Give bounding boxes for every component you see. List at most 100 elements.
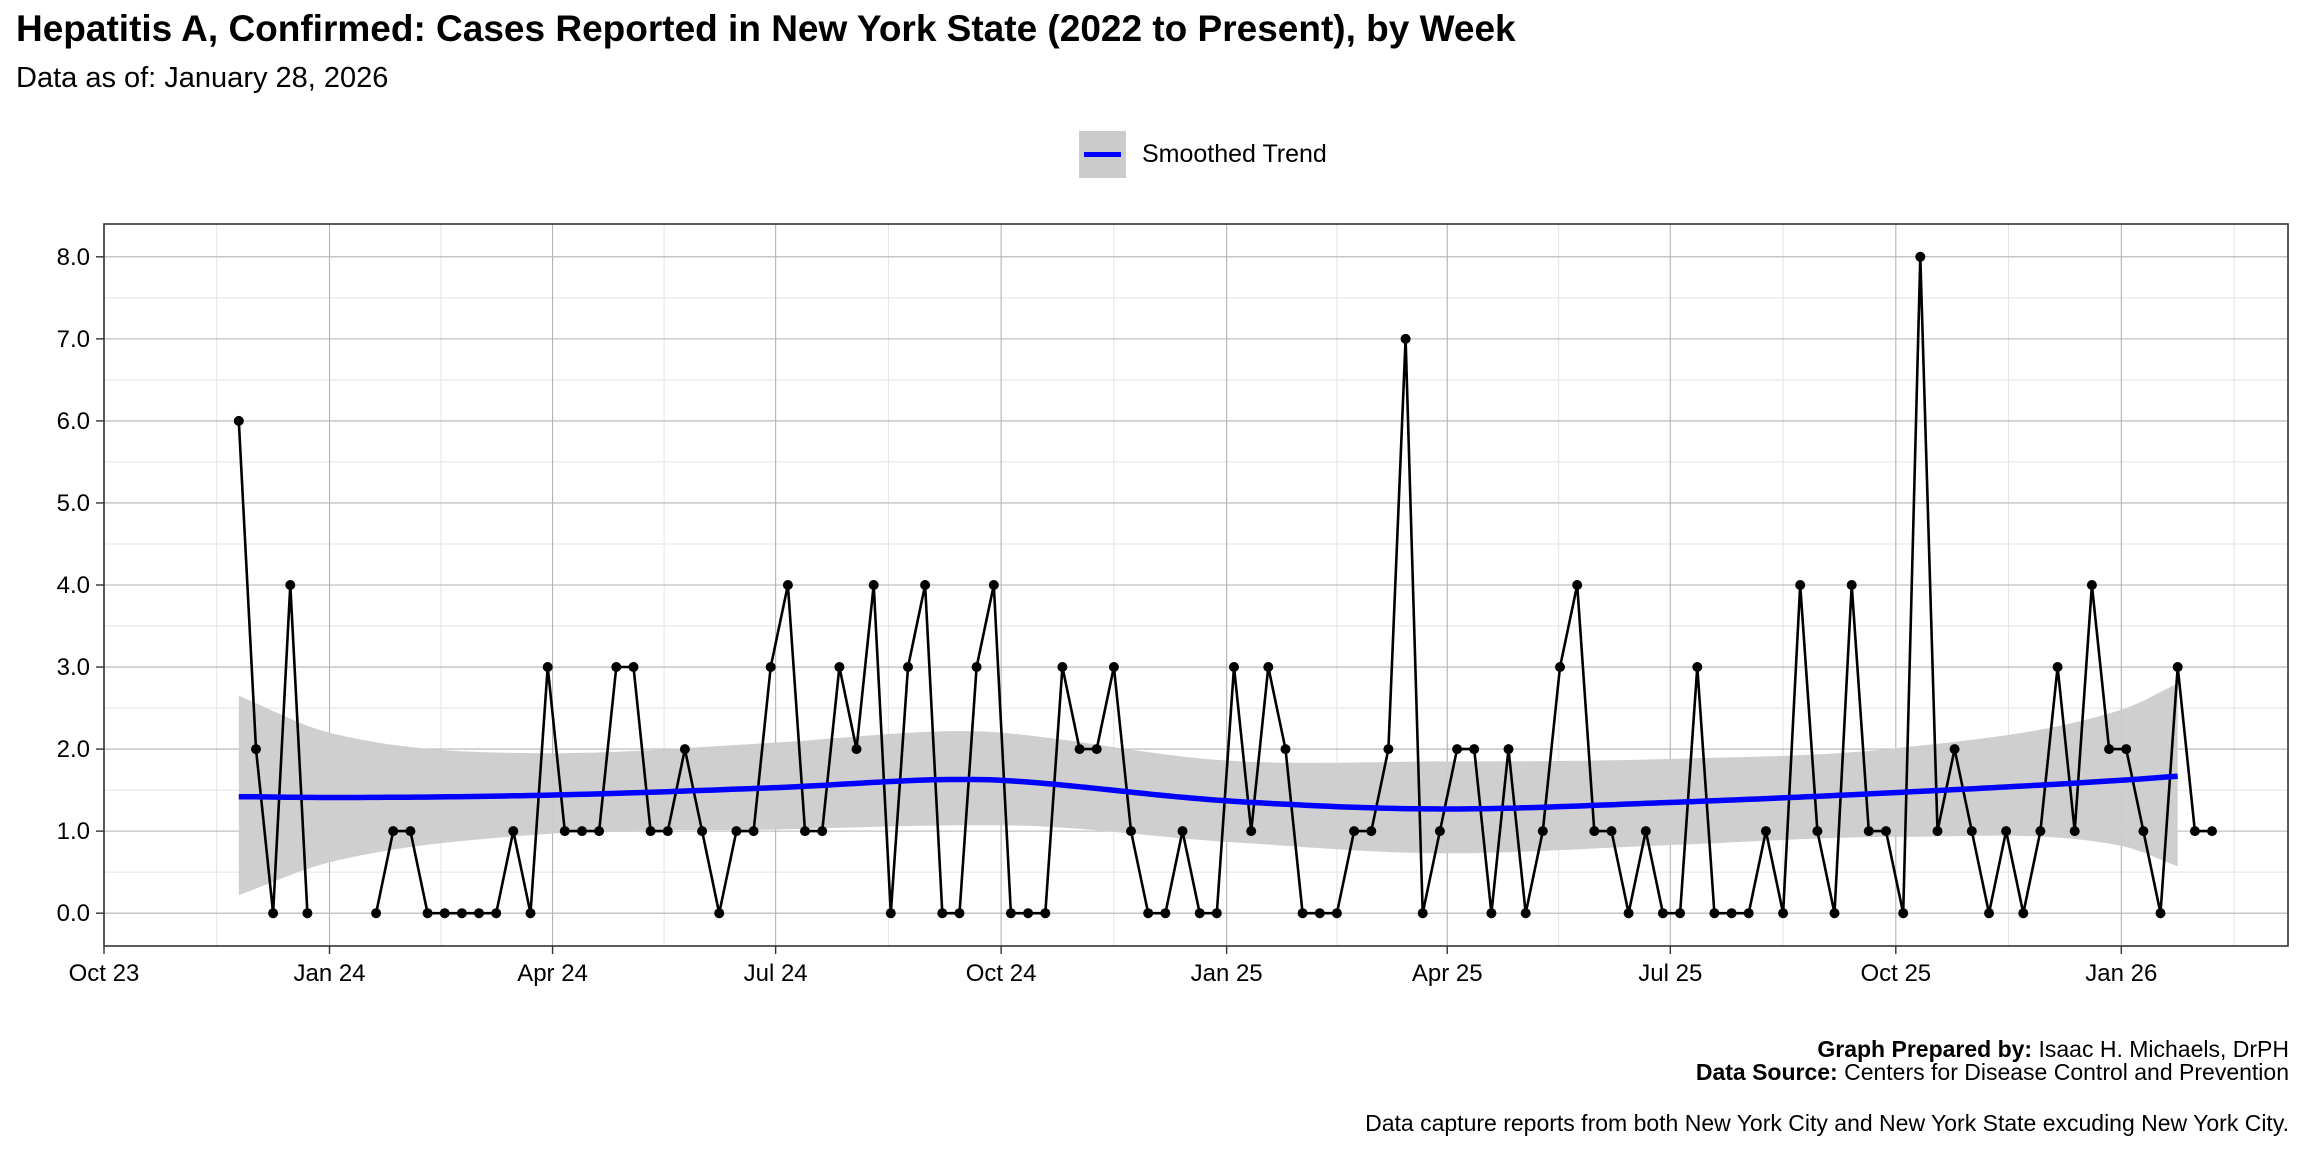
- data-point: [1537, 826, 1548, 837]
- data-point: [817, 826, 828, 837]
- data-point: [302, 908, 313, 919]
- data-point: [2018, 908, 2029, 919]
- x-tick-label: Apr 24: [517, 960, 588, 987]
- data-point: [2172, 662, 2183, 672]
- data-point: [1057, 662, 1068, 672]
- data-point: [662, 826, 673, 837]
- credit-prepared-label: Graph Prepared by:: [1817, 1036, 2033, 1062]
- data-point: [1589, 826, 1600, 837]
- data-point: [885, 908, 896, 919]
- data-point: [1040, 908, 1051, 919]
- data-point: [1331, 908, 1342, 919]
- data-point: [1623, 908, 1634, 919]
- x-tick-label: Oct 24: [966, 960, 1037, 987]
- data-point: [542, 662, 553, 672]
- data-point: [851, 744, 862, 755]
- data-point: [988, 580, 999, 590]
- data-point: [1709, 908, 1720, 919]
- y-tick-label: 2.0: [57, 736, 90, 763]
- x-tick-label: Jan 25: [1191, 960, 1263, 987]
- data-point: [1229, 662, 1239, 672]
- data-point: [2121, 744, 2132, 755]
- data-point: [1074, 744, 1085, 755]
- data-point: [1469, 744, 1480, 755]
- data-point: [1246, 826, 1257, 837]
- data-point: [765, 662, 776, 672]
- data-point: [1932, 826, 1943, 837]
- data-point: [1126, 826, 1136, 837]
- points-layer: [233, 251, 2217, 919]
- data-point: [1572, 580, 1583, 590]
- x-tick-label: Jan 24: [293, 960, 365, 987]
- data-point: [1366, 826, 1377, 837]
- data-point: [679, 744, 690, 755]
- data-point: [439, 908, 450, 919]
- x-tick-label: Jul 24: [744, 960, 808, 987]
- data-point: [1984, 908, 1994, 919]
- data-point: [268, 908, 279, 919]
- data-point: [1211, 908, 1222, 919]
- y-tick-label: 6.0: [57, 408, 90, 435]
- data-point: [1863, 826, 1874, 837]
- data-point: [1520, 908, 1531, 919]
- data-point: [456, 908, 467, 919]
- data-point: [1846, 580, 1857, 590]
- data-point: [1160, 908, 1171, 919]
- credits: Graph Prepared by: Isaac H. Michaels, Dr…: [1696, 1038, 2289, 1084]
- data-point: [1726, 908, 1737, 919]
- data-point: [1434, 826, 1445, 837]
- data-point: [2155, 908, 2166, 919]
- data-point: [1143, 908, 1154, 919]
- data-point: [2001, 826, 2012, 837]
- data-point: [1743, 908, 1754, 919]
- data-point: [1177, 826, 1188, 837]
- footnote: Data capture reports from both New York …: [1365, 1110, 2289, 1136]
- data-point: [697, 826, 708, 837]
- data-point: [2052, 662, 2063, 672]
- data-point: [1486, 908, 1497, 919]
- data-point: [2086, 580, 2097, 590]
- y-tick-label: 7.0: [57, 326, 90, 353]
- data-point: [285, 580, 296, 590]
- y-tick-label: 8.0: [57, 244, 90, 271]
- data-point: [868, 580, 879, 590]
- data-point: [2104, 744, 2115, 755]
- credit-source: Data Source: Centers for Disease Control…: [1696, 1061, 2289, 1084]
- data-point: [1966, 826, 1977, 837]
- y-tick-label: 4.0: [57, 572, 90, 599]
- data-point: [1194, 908, 1205, 919]
- chart-title: Hepatitis A, Confirmed: Cases Reported i…: [16, 8, 1516, 49]
- data-point: [1606, 826, 1617, 837]
- data-point: [1915, 251, 1926, 262]
- y-tick-label: 0.0: [57, 900, 90, 927]
- data-point: [1091, 744, 1102, 755]
- credit-prepared: Graph Prepared by: Isaac H. Michaels, Dr…: [1696, 1038, 2289, 1061]
- legend-label-smoothed-trend: Smoothed Trend: [1142, 139, 1327, 168]
- x-tick-label: Jul 25: [1638, 960, 1702, 987]
- data-point: [1640, 826, 1651, 837]
- data-point: [1949, 744, 1960, 755]
- x-tick-label: Oct 23: [69, 960, 140, 987]
- data-point: [1812, 826, 1823, 837]
- data-point: [525, 908, 536, 919]
- data-point: [2207, 826, 2217, 837]
- data-point: [1555, 662, 1565, 672]
- data-point: [1297, 908, 1308, 919]
- y-tick-label: 5.0: [57, 490, 90, 517]
- data-point: [422, 908, 433, 919]
- data-point: [1778, 908, 1789, 919]
- data-point: [645, 826, 656, 837]
- data-point: [491, 908, 502, 919]
- data-point: [508, 826, 519, 837]
- data-point: [405, 826, 416, 837]
- data-point: [714, 908, 725, 919]
- data-point: [1400, 333, 1411, 344]
- data-point: [1881, 826, 1891, 837]
- data-point: [2189, 826, 2200, 837]
- data-point: [1503, 744, 1514, 755]
- data-point: [937, 908, 948, 919]
- data-point: [1657, 908, 1668, 919]
- data-point: [1349, 826, 1360, 837]
- x-tick-label: Jan 26: [2085, 960, 2157, 987]
